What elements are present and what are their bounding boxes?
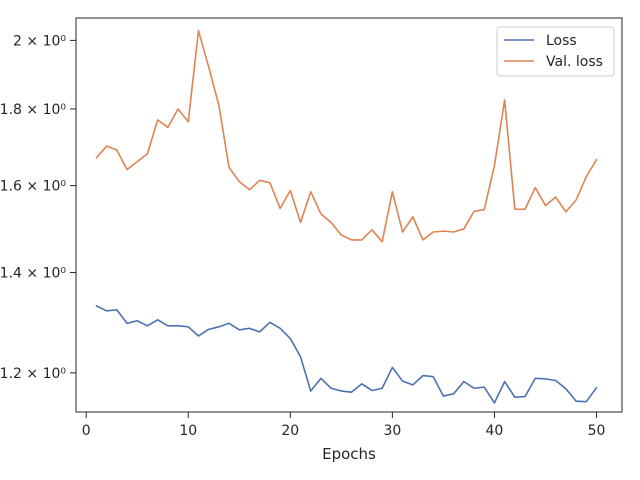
plot-background: [76, 18, 622, 412]
y-tick-label: 1.6 × 10⁰: [0, 179, 66, 195]
x-axis-label: Epochs: [322, 445, 376, 463]
legend-label-loss: Loss: [546, 33, 577, 49]
x-tick-label: 30: [383, 423, 401, 439]
y-tick-label: 1.4 × 10⁰: [0, 266, 66, 282]
y-tick-label: 1.8 × 10⁰: [0, 102, 66, 118]
series-layer: [95, 29, 598, 404]
x-tick-label: 40: [486, 423, 504, 439]
y-axis: 1.2 × 10⁰ 1.4 × 10⁰ 1.6 × 10⁰ 1.8 × 10⁰ 2 × …: [0, 33, 76, 382]
x-axis: 0 10 20 30 40 50: [82, 412, 606, 439]
series-line-1: [95, 29, 598, 243]
series-line-0: [95, 305, 598, 404]
legend-label-val-loss: Val. loss: [546, 54, 603, 70]
plot-frame: [75, 17, 623, 413]
x-tick-label: 10: [179, 423, 197, 439]
x-tick-label: 50: [588, 423, 606, 439]
y-tick-label: 2 × 10⁰: [13, 33, 66, 49]
x-tick-label: 0: [82, 423, 91, 439]
legend: Loss Val. loss: [496, 26, 615, 77]
y-tick-label: 1.2 × 10⁰: [0, 366, 66, 382]
x-tick-label: 20: [281, 423, 299, 439]
